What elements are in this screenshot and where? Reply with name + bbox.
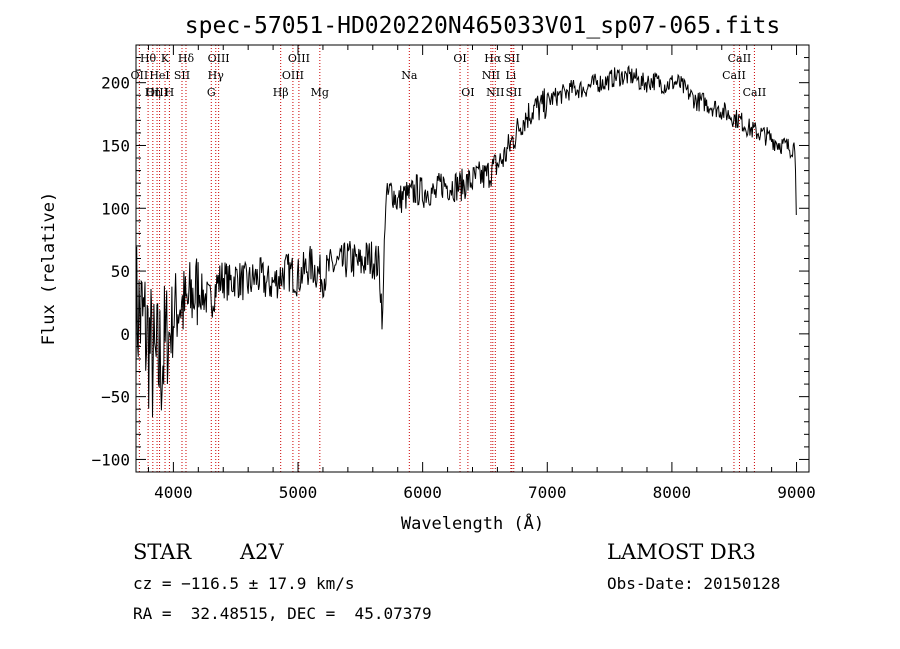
x-axis-label: Wavelength (Å) <box>401 512 544 534</box>
x-tick-label: 8000 <box>653 483 692 502</box>
y-tick-label: 50 <box>111 262 130 281</box>
sky-coordinates: RA = 32.48515, DEC = 45.07379 <box>133 604 432 623</box>
y-tick-label: 0 <box>120 325 130 344</box>
line-marker-label: NII <box>482 69 500 82</box>
line-marker-label: Mg <box>311 86 329 99</box>
y-tick-label: −100 <box>91 450 130 469</box>
line-marker-label: G <box>207 86 216 99</box>
y-tick-label: −50 <box>101 388 130 407</box>
line-marker-label: H <box>165 86 175 99</box>
line-marker-label: OIII <box>288 52 310 65</box>
line-marker-label: Hα <box>484 52 502 65</box>
survey-name: LAMOST DR3 <box>607 540 756 564</box>
redshift-velocity: cz = −116.5 ± 17.9 km/s <box>133 574 355 593</box>
line-marker-label: NII <box>486 86 504 99</box>
line-marker-label: OII <box>131 69 149 82</box>
line-marker-label: Na <box>401 69 418 82</box>
x-tick-label: 4000 <box>154 483 193 502</box>
flux-series-line <box>135 64 797 418</box>
line-marker-label: OIII <box>146 86 168 99</box>
line-marker-label: CaII <box>728 52 752 65</box>
line-marker-label: Hη <box>145 86 161 99</box>
line-marker-label: SII <box>174 69 190 82</box>
x-tick-label: 7000 <box>528 483 567 502</box>
y-axis-label: Flux (relative) <box>39 192 59 346</box>
x-tick-label: 5000 <box>279 483 318 502</box>
chart-title: spec-57051-HD020220N465033V01_sp07-065.f… <box>185 13 780 39</box>
line-marker-label: Hβ <box>273 86 289 99</box>
line-marker-label: Hθ <box>140 52 157 65</box>
y-tick-label: 100 <box>101 199 130 218</box>
x-tick-label: 9000 <box>777 483 816 502</box>
spectral-subclass: A2V <box>240 540 284 564</box>
line-marker-label: CaII <box>743 86 767 99</box>
line-marker-label: K <box>161 52 170 65</box>
line-marker-label: OIII <box>282 69 304 82</box>
line-marker-label: Li <box>505 69 516 82</box>
line-marker-label: HeI <box>149 69 169 82</box>
y-tick-label: 200 <box>101 74 130 93</box>
line-marker-label: Hδ <box>178 52 195 65</box>
line-marker-label: SII <box>504 52 520 65</box>
object-class: STAR <box>133 540 192 564</box>
line-marker-label: SII <box>506 86 522 99</box>
line-marker-label: OIII <box>208 52 230 65</box>
y-tick-label: 150 <box>101 136 130 155</box>
x-tick-label: 6000 <box>403 483 442 502</box>
line-marker-label: CaII <box>722 69 746 82</box>
line-marker-label: Hγ <box>208 69 225 82</box>
line-marker-label: OI <box>453 52 466 65</box>
line-marker-label: OI <box>461 86 474 99</box>
observation-date: Obs-Date: 20150128 <box>607 574 781 593</box>
